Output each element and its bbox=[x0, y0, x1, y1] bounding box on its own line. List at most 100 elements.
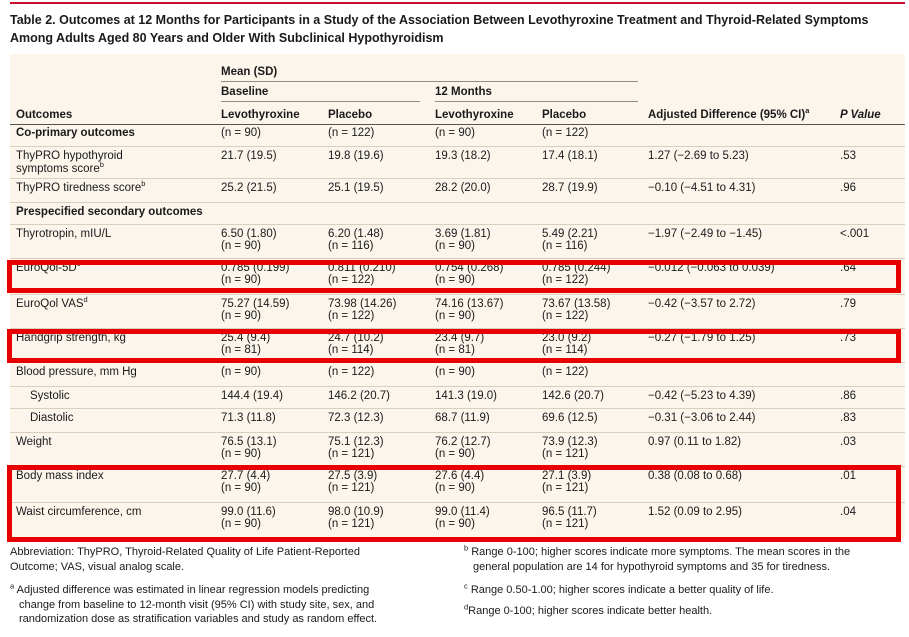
p-value-cell: .96 bbox=[840, 182, 856, 194]
n-cell: (n = 90) bbox=[435, 482, 475, 494]
adjusted-difference-cell: 1.52 (0.09 to 2.95) bbox=[648, 506, 742, 518]
p-value-cell: .73 bbox=[840, 332, 856, 344]
row-divider bbox=[10, 224, 905, 225]
value-cell: 71.3 (11.8) bbox=[221, 412, 276, 424]
header-mean-sd: Mean (SD) bbox=[221, 66, 278, 78]
outcome-label: Systolic bbox=[30, 390, 70, 402]
p-value-cell: .03 bbox=[840, 436, 856, 448]
value-cell: 72.3 (12.3) bbox=[328, 412, 384, 424]
value-cell: 73.98 (14.26) bbox=[328, 298, 397, 310]
highlight-box-handgrip bbox=[7, 329, 901, 363]
value-cell: 142.6 (20.7) bbox=[542, 390, 605, 402]
n-cell: (n = 90) bbox=[221, 240, 261, 252]
n-cell: (n = 121) bbox=[542, 518, 589, 530]
value-cell: 3.69 (1.81) bbox=[435, 228, 491, 240]
value-cell: 98.0 (10.9) bbox=[328, 506, 384, 518]
header-adjusted: Adjusted Difference (95% CI)a bbox=[648, 106, 810, 121]
outcome-label: EuroQol VASd bbox=[16, 295, 88, 310]
value-cell: 73.9 (12.3) bbox=[542, 436, 598, 448]
value-cell: 25.2 (21.5) bbox=[221, 182, 277, 194]
value-cell: (n = 90) bbox=[221, 366, 261, 378]
value-cell: 146.2 (20.7) bbox=[328, 390, 391, 402]
outcome-label: ThyPRO tiredness scoreb bbox=[16, 179, 146, 194]
footnote-c: c Range 0.50-1.00; higher scores indicat… bbox=[464, 581, 774, 596]
value-cell: 0.811 (0.210) bbox=[328, 262, 396, 274]
outcome-label: Handgrip strength, kg bbox=[16, 332, 126, 344]
row-divider bbox=[10, 294, 905, 295]
value-cell: 6.20 (1.48) bbox=[328, 228, 384, 240]
n-cell: (n = 90) bbox=[435, 240, 475, 252]
n-cell: (n = 121) bbox=[328, 518, 375, 530]
highlight-box-euroqol-5d bbox=[7, 260, 901, 293]
adjusted-difference-cell: 0.38 (0.08 to 0.68) bbox=[648, 470, 742, 482]
n-cell: (n = 90) bbox=[435, 274, 475, 286]
row-divider bbox=[10, 328, 905, 329]
value-cell: 5.49 (2.21) bbox=[542, 228, 598, 240]
value-cell: 76.5 (13.1) bbox=[221, 436, 277, 448]
n-cell: (n = 81) bbox=[221, 344, 261, 356]
n-cell: (n = 81) bbox=[435, 344, 475, 356]
value-cell: 99.0 (11.4) bbox=[435, 506, 490, 518]
n-cell: (n = 122) bbox=[542, 274, 589, 286]
header-12m-levo: Levothyroxine bbox=[435, 109, 514, 121]
value-cell: 21.7 (19.5) bbox=[221, 150, 277, 162]
value-cell: (n = 122) bbox=[542, 127, 589, 139]
n-cell: (n = 90) bbox=[221, 274, 261, 286]
row-divider bbox=[10, 502, 905, 503]
header-rule-baseline bbox=[221, 101, 420, 102]
footnote-a: a Adjusted difference was estimated in l… bbox=[10, 581, 378, 627]
outcome-label: Co-primary outcomes bbox=[16, 127, 135, 139]
n-cell: (n = 122) bbox=[542, 310, 589, 322]
n-cell: (n = 122) bbox=[328, 274, 375, 286]
outcome-label: Blood pressure, mm Hg bbox=[16, 366, 137, 378]
footnote-a-line3: randomization dose as stratification var… bbox=[19, 613, 378, 625]
n-cell: (n = 90) bbox=[435, 518, 475, 530]
value-cell: (n = 90) bbox=[435, 127, 475, 139]
adjusted-difference-cell: −1.97 (−2.49 to −1.45) bbox=[648, 228, 763, 240]
value-cell: 28.2 (20.0) bbox=[435, 182, 491, 194]
n-cell: (n = 90) bbox=[221, 448, 261, 460]
value-cell: 17.4 (18.1) bbox=[542, 150, 598, 162]
adjusted-difference-cell: −0.27 (−1.79 to 1.25) bbox=[648, 332, 756, 344]
header-12-months: 12 Months bbox=[435, 86, 492, 98]
value-cell: 24.7 (10.2) bbox=[328, 332, 384, 344]
footnote-b: b Range 0-100; higher scores indicate mo… bbox=[464, 544, 850, 574]
value-cell: (n = 122) bbox=[328, 366, 375, 378]
adjusted-difference-cell: 0.97 (0.11 to 1.82) bbox=[648, 436, 742, 448]
value-cell: 141.3 (19.0) bbox=[435, 390, 498, 402]
value-cell: 19.3 (18.2) bbox=[435, 150, 491, 162]
outcome-label: Thyrotropin, mIU/L bbox=[16, 228, 112, 240]
header-baseline-levo: Levothyroxine bbox=[221, 109, 300, 121]
header-baseline-placebo: Placebo bbox=[328, 109, 373, 121]
n-cell: (n = 90) bbox=[221, 518, 261, 530]
row-divider bbox=[10, 202, 905, 203]
n-cell: (n = 116) bbox=[328, 240, 374, 252]
row-divider bbox=[10, 432, 905, 433]
footnote-a-line1: a Adjusted difference was estimated in l… bbox=[10, 581, 370, 596]
n-cell: (n = 121) bbox=[328, 482, 375, 494]
value-cell: 23.4 (9.7) bbox=[435, 332, 485, 344]
n-cell: (n = 90) bbox=[435, 448, 475, 460]
p-value-cell: .64 bbox=[840, 262, 856, 274]
p-value-cell: .01 bbox=[840, 470, 856, 482]
value-cell: 25.1 (19.5) bbox=[328, 182, 384, 194]
value-cell: 27.7 (4.4) bbox=[221, 470, 271, 482]
n-cell: (n = 122) bbox=[328, 310, 375, 322]
adjusted-difference-cell: −0.31 (−3.06 to 2.44) bbox=[648, 412, 756, 424]
footnote-abbrev-line1: Abbreviation: ThyPRO, Thyroid-Related Qu… bbox=[10, 546, 360, 558]
value-cell: (n = 122) bbox=[328, 127, 375, 139]
row-divider bbox=[10, 146, 905, 147]
header-rule-mean bbox=[221, 81, 638, 82]
value-cell: 0.785 (0.199) bbox=[221, 262, 290, 274]
highlight-box-bmi-waist bbox=[7, 465, 901, 542]
p-value-cell: .86 bbox=[840, 390, 856, 402]
value-cell: 6.50 (1.80) bbox=[221, 228, 277, 240]
value-cell: 68.7 (11.9) bbox=[435, 412, 490, 424]
value-cell: 96.5 (11.7) bbox=[542, 506, 597, 518]
value-cell: 69.6 (12.5) bbox=[542, 412, 598, 424]
title-line-1: Table 2. Outcomes at 12 Months for Parti… bbox=[10, 13, 869, 27]
n-cell: (n = 121) bbox=[328, 448, 375, 460]
value-cell: 74.16 (13.67) bbox=[435, 298, 504, 310]
outcome-label: Diastolic bbox=[30, 412, 74, 424]
value-cell: 28.7 (19.9) bbox=[542, 182, 598, 194]
